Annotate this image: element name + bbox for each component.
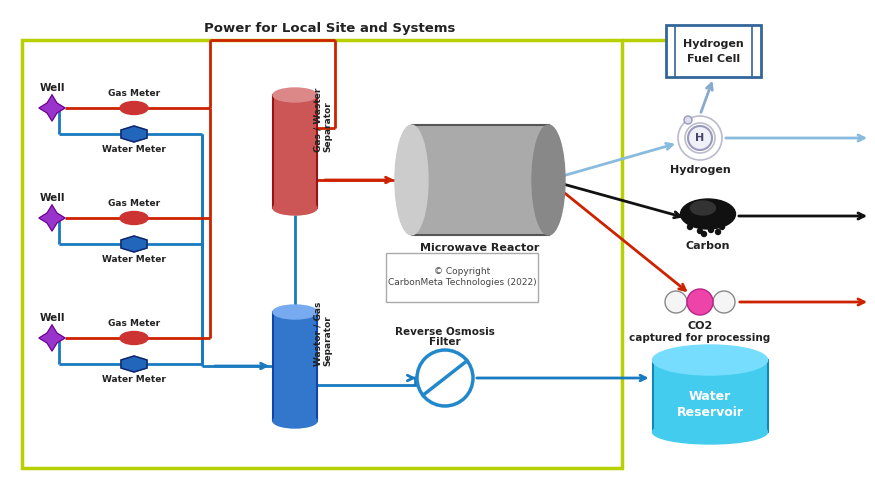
Circle shape xyxy=(697,228,703,233)
Text: © Copyright
CarbonMeta Technologies (2022): © Copyright CarbonMeta Technologies (202… xyxy=(388,267,536,287)
Text: Reverse Osmosis: Reverse Osmosis xyxy=(396,327,495,337)
Text: Hydrogen: Hydrogen xyxy=(669,165,731,175)
Circle shape xyxy=(665,291,687,313)
Bar xyxy=(22,40,622,468)
Text: Gas Meter: Gas Meter xyxy=(108,89,160,98)
Text: CO2: CO2 xyxy=(688,321,712,331)
Ellipse shape xyxy=(120,212,148,225)
Ellipse shape xyxy=(273,88,317,102)
Text: Fuel Cell: Fuel Cell xyxy=(687,54,740,64)
Ellipse shape xyxy=(395,125,428,235)
Text: Well: Well xyxy=(39,313,65,323)
Polygon shape xyxy=(121,236,147,252)
Text: Hydrogen: Hydrogen xyxy=(683,39,744,49)
Ellipse shape xyxy=(120,102,148,114)
Text: captured for processing: captured for processing xyxy=(629,333,771,343)
Text: Gas Meter: Gas Meter xyxy=(108,198,160,207)
FancyBboxPatch shape xyxy=(386,253,538,302)
Text: Gas Meter: Gas Meter xyxy=(108,319,160,328)
Text: Filter: Filter xyxy=(430,337,461,347)
Text: Water Meter: Water Meter xyxy=(102,375,166,384)
Text: Well: Well xyxy=(39,193,65,203)
Ellipse shape xyxy=(273,305,317,319)
Text: Microwave Reactor: Microwave Reactor xyxy=(420,243,540,253)
Text: Water Meter: Water Meter xyxy=(102,254,166,263)
Ellipse shape xyxy=(653,345,767,375)
Polygon shape xyxy=(39,95,65,121)
FancyBboxPatch shape xyxy=(273,312,317,421)
Text: Reservoir: Reservoir xyxy=(676,406,744,419)
Circle shape xyxy=(688,225,692,229)
Text: Water Meter: Water Meter xyxy=(102,145,166,153)
FancyBboxPatch shape xyxy=(273,95,317,208)
Polygon shape xyxy=(121,356,147,372)
Ellipse shape xyxy=(653,420,767,444)
Text: Well: Well xyxy=(39,83,65,93)
Text: Gas / Waster
Separator: Gas / Waster Separator xyxy=(313,87,332,151)
Polygon shape xyxy=(39,325,65,351)
Ellipse shape xyxy=(273,414,317,428)
Circle shape xyxy=(709,228,713,232)
Text: H: H xyxy=(696,133,704,143)
Polygon shape xyxy=(121,126,147,142)
Circle shape xyxy=(417,350,473,406)
Circle shape xyxy=(684,116,692,124)
Ellipse shape xyxy=(690,201,716,215)
Polygon shape xyxy=(39,205,65,231)
Circle shape xyxy=(716,229,720,235)
Circle shape xyxy=(713,291,735,313)
Ellipse shape xyxy=(681,199,736,229)
FancyBboxPatch shape xyxy=(653,360,767,432)
Ellipse shape xyxy=(120,331,148,344)
Circle shape xyxy=(719,225,724,229)
Text: Power for Local Site and Systems: Power for Local Site and Systems xyxy=(205,22,456,34)
Ellipse shape xyxy=(532,125,565,235)
Ellipse shape xyxy=(273,201,317,215)
Circle shape xyxy=(702,231,706,237)
Text: Wastor / Gas
Separator: Wastor / Gas Separator xyxy=(313,302,332,366)
Circle shape xyxy=(687,289,713,315)
Text: Carbon: Carbon xyxy=(686,241,731,251)
Circle shape xyxy=(688,126,712,150)
Text: Water: Water xyxy=(689,390,732,403)
FancyBboxPatch shape xyxy=(411,125,549,235)
FancyBboxPatch shape xyxy=(666,25,761,77)
